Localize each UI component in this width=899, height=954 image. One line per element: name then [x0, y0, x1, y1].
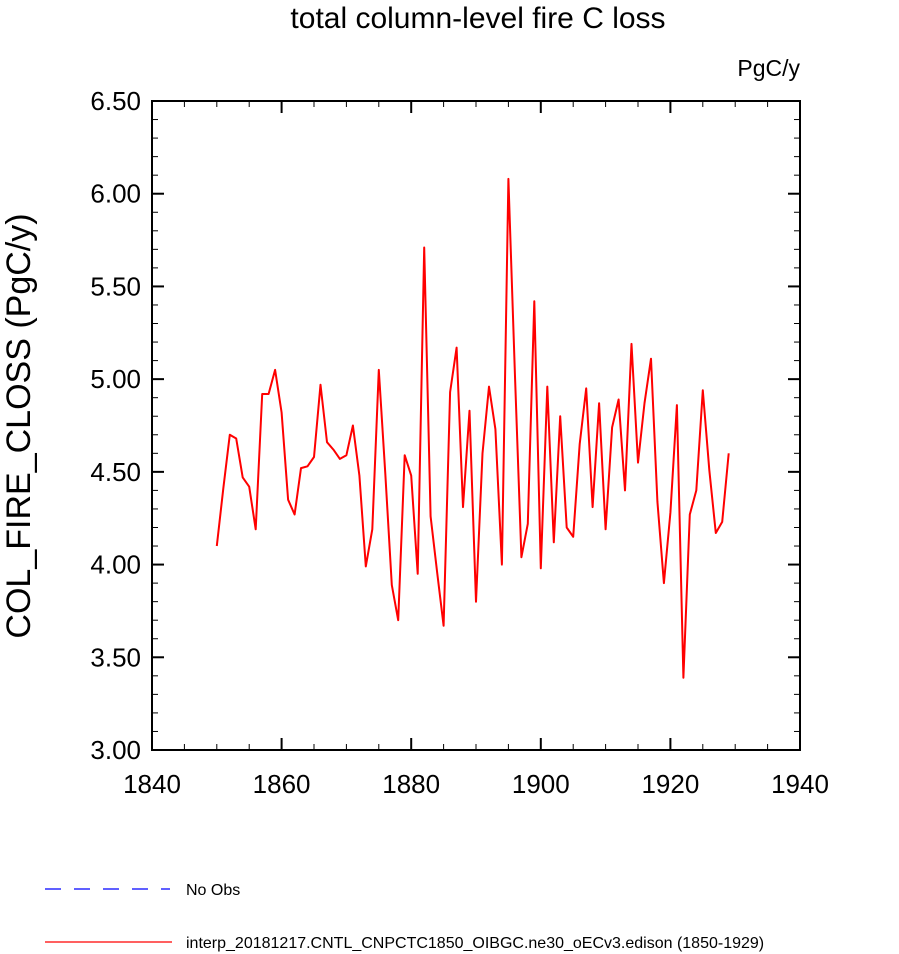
y-tick-label: 3.50: [90, 642, 141, 672]
y-tick-label: 4.50: [90, 457, 141, 487]
series-line-model-run: [215, 177, 730, 679]
y-axis-label: COL_FIRE_CLOSS (PgC/y): [0, 213, 38, 638]
plot-frame: [151, 100, 801, 751]
x-tick-label: 1840: [123, 769, 181, 799]
y-tick-label: 3.00: [90, 735, 141, 765]
x-tick-label: 1920: [641, 769, 699, 799]
legend-label-no-obs: No Obs: [186, 882, 240, 899]
x-tick-label: 1880: [382, 769, 440, 799]
axis-ticks: [151, 100, 801, 751]
legend-label-model-run: interp_20181217.CNTL_CNPCTC1850_OIBGC.ne…: [186, 935, 764, 952]
y-tick-label: 4.00: [90, 550, 141, 580]
y-tick-label: 5.50: [90, 271, 141, 301]
axis-tick-labels: 1840 1860 1880 1900 1920 1940 3.00 3.50 4.00 4.50…: [90, 86, 829, 799]
legend: No Obs interp_20181217.CNTL_CNPCTC1850_O…: [45, 882, 764, 952]
y-tick-label: 5.00: [90, 364, 141, 394]
units-label: PgC/y: [737, 55, 800, 81]
x-tick-label: 1860: [253, 769, 311, 799]
series-group: [215, 177, 730, 679]
x-tick-label: 1900: [512, 769, 570, 799]
x-tick-label: 1940: [771, 769, 829, 799]
y-tick-label: 6.00: [90, 179, 141, 209]
chart-title: total column-level fire C loss: [290, 2, 665, 35]
y-tick-label: 6.50: [90, 86, 141, 116]
